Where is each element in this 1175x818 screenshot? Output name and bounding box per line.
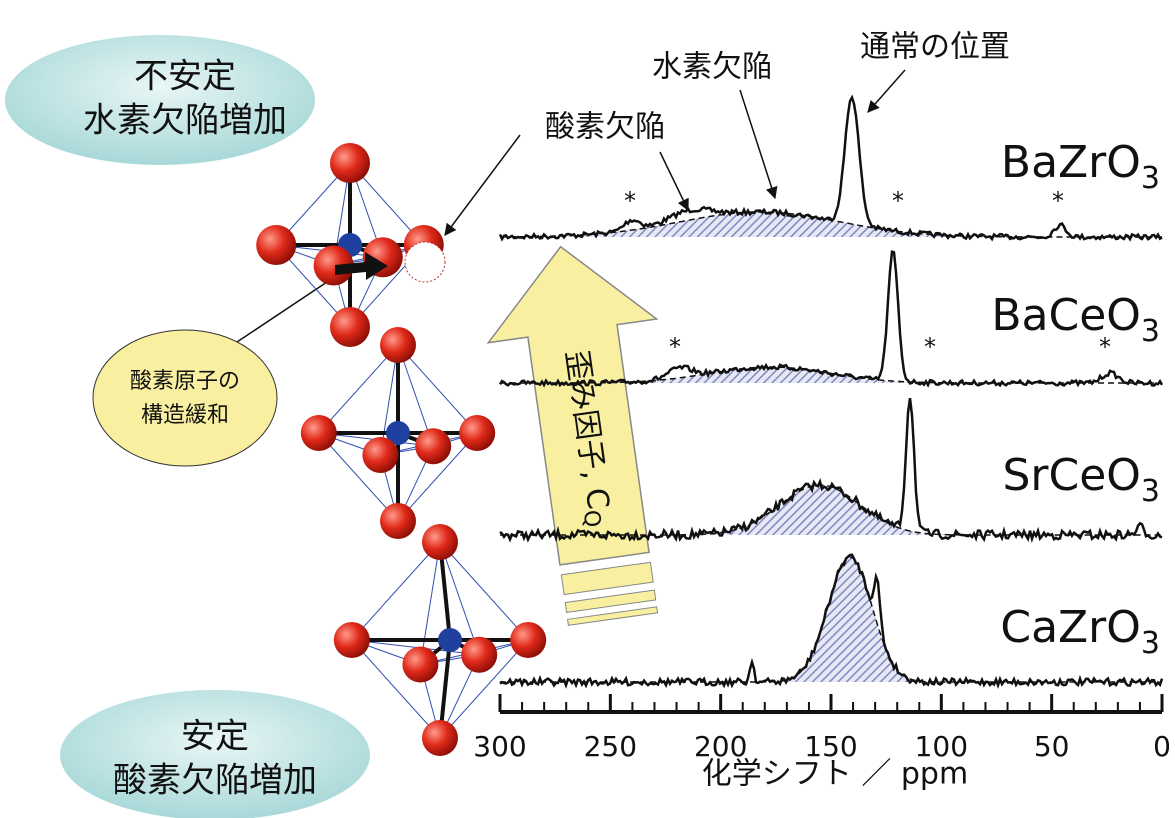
- compound-sub: 3: [1141, 626, 1160, 661]
- oxygen: [256, 225, 297, 265]
- spectrum: [498, 250, 1164, 388]
- x-tick-label: 100: [915, 730, 968, 763]
- bond-edge: [439, 639, 529, 739]
- x-tick-label: 200: [694, 730, 747, 763]
- asterisk: *: [669, 333, 681, 361]
- vacancy: [404, 241, 446, 283]
- spectrum: [499, 553, 1164, 690]
- compound-sub: 3: [1141, 161, 1160, 196]
- bubble-text: 安定: [181, 717, 249, 757]
- big-arrow: 歪み因子, CQ: [486, 245, 659, 626]
- oxygen: [362, 437, 399, 473]
- bond-edge: [379, 344, 399, 456]
- bond-edge: [318, 432, 399, 522]
- bond-edge: [397, 432, 478, 522]
- oxygen: [415, 428, 452, 465]
- annotation-arrow: [444, 134, 521, 236]
- bond-edge: [439, 541, 480, 655]
- compound-sub: 3: [1141, 474, 1160, 509]
- compound-name: BaZrO: [1001, 137, 1141, 188]
- oxygen: [380, 503, 416, 539]
- defect-area: [500, 557, 1162, 682]
- oxygen: [300, 415, 337, 451]
- oxygen: [380, 327, 416, 363]
- compound-label: SrCeO3: [1002, 450, 1160, 509]
- defect-area: [500, 485, 1162, 535]
- annotation: 通常の位置: [860, 30, 1010, 65]
- compound-label: CaZrO3: [1000, 602, 1160, 661]
- annotation-arrow: [659, 151, 689, 212]
- bubble-text: 不安定: [134, 57, 236, 97]
- asterisk: *: [892, 187, 904, 215]
- asterisk: *: [624, 187, 636, 215]
- spectrum: [498, 94, 1163, 242]
- x-tick-label: 250: [584, 730, 637, 763]
- annotation-arrow: [739, 89, 778, 200]
- bubble-text: 構造緩和: [141, 403, 229, 428]
- x-tick-label: 300: [473, 730, 526, 763]
- bond-edge: [419, 541, 441, 665]
- x-axis: [498, 694, 1164, 714]
- bubble: [92, 329, 278, 467]
- oxygen: [330, 143, 370, 183]
- asterisk: *: [1052, 187, 1064, 215]
- compound-sub: 3: [1141, 314, 1160, 349]
- x-tick-label: 0: [1153, 730, 1171, 763]
- x-tick-label: 50: [1034, 730, 1070, 763]
- oxygen: [313, 245, 354, 286]
- annotation-arrow: [867, 69, 906, 113]
- oxygen: [422, 524, 458, 560]
- bubble: [60, 690, 370, 818]
- compound-name: BaCeO: [991, 290, 1141, 341]
- compound-label: BaZrO3: [1001, 137, 1160, 196]
- defect-area: [500, 212, 1162, 237]
- crystals: [256, 143, 547, 756]
- asterisk: *: [924, 333, 936, 361]
- arrow-label-sub: Q: [578, 508, 605, 529]
- bubble-text: 水素欠陥増加: [83, 101, 287, 141]
- bubble: [5, 35, 315, 165]
- annotation: 水素欠陥: [652, 50, 772, 85]
- bond-edge: [318, 344, 399, 434]
- compound-label: BaCeO3: [991, 290, 1160, 349]
- compound-name: CaZrO: [1000, 602, 1141, 653]
- spectrum: [499, 398, 1163, 544]
- bond-edge: [397, 344, 478, 434]
- oxygen: [510, 622, 547, 658]
- bubble-text: 酸素原子の: [130, 369, 240, 394]
- shift-arrow: [335, 252, 388, 280]
- oxygen: [422, 720, 458, 756]
- axis-title: 化学シフト ／ ppm: [702, 757, 968, 792]
- compound-name: SrCeO: [1002, 450, 1140, 501]
- asterisk: *: [1099, 333, 1111, 361]
- oxygen: [402, 646, 439, 683]
- cation: [386, 421, 410, 445]
- bond-edge: [351, 541, 441, 641]
- spectra: [498, 94, 1164, 690]
- annotation: 酸素欠陥: [545, 110, 665, 145]
- cation: [438, 628, 462, 652]
- oxygen: [333, 622, 370, 658]
- oxygen: [330, 307, 370, 347]
- oxygen: [459, 415, 496, 451]
- bond-edge: [351, 639, 441, 739]
- bubble-text: 酸素欠陥増加: [113, 761, 317, 801]
- bond-edge: [439, 541, 529, 641]
- oxygen: [461, 636, 498, 673]
- x-tick-label: 150: [804, 730, 857, 763]
